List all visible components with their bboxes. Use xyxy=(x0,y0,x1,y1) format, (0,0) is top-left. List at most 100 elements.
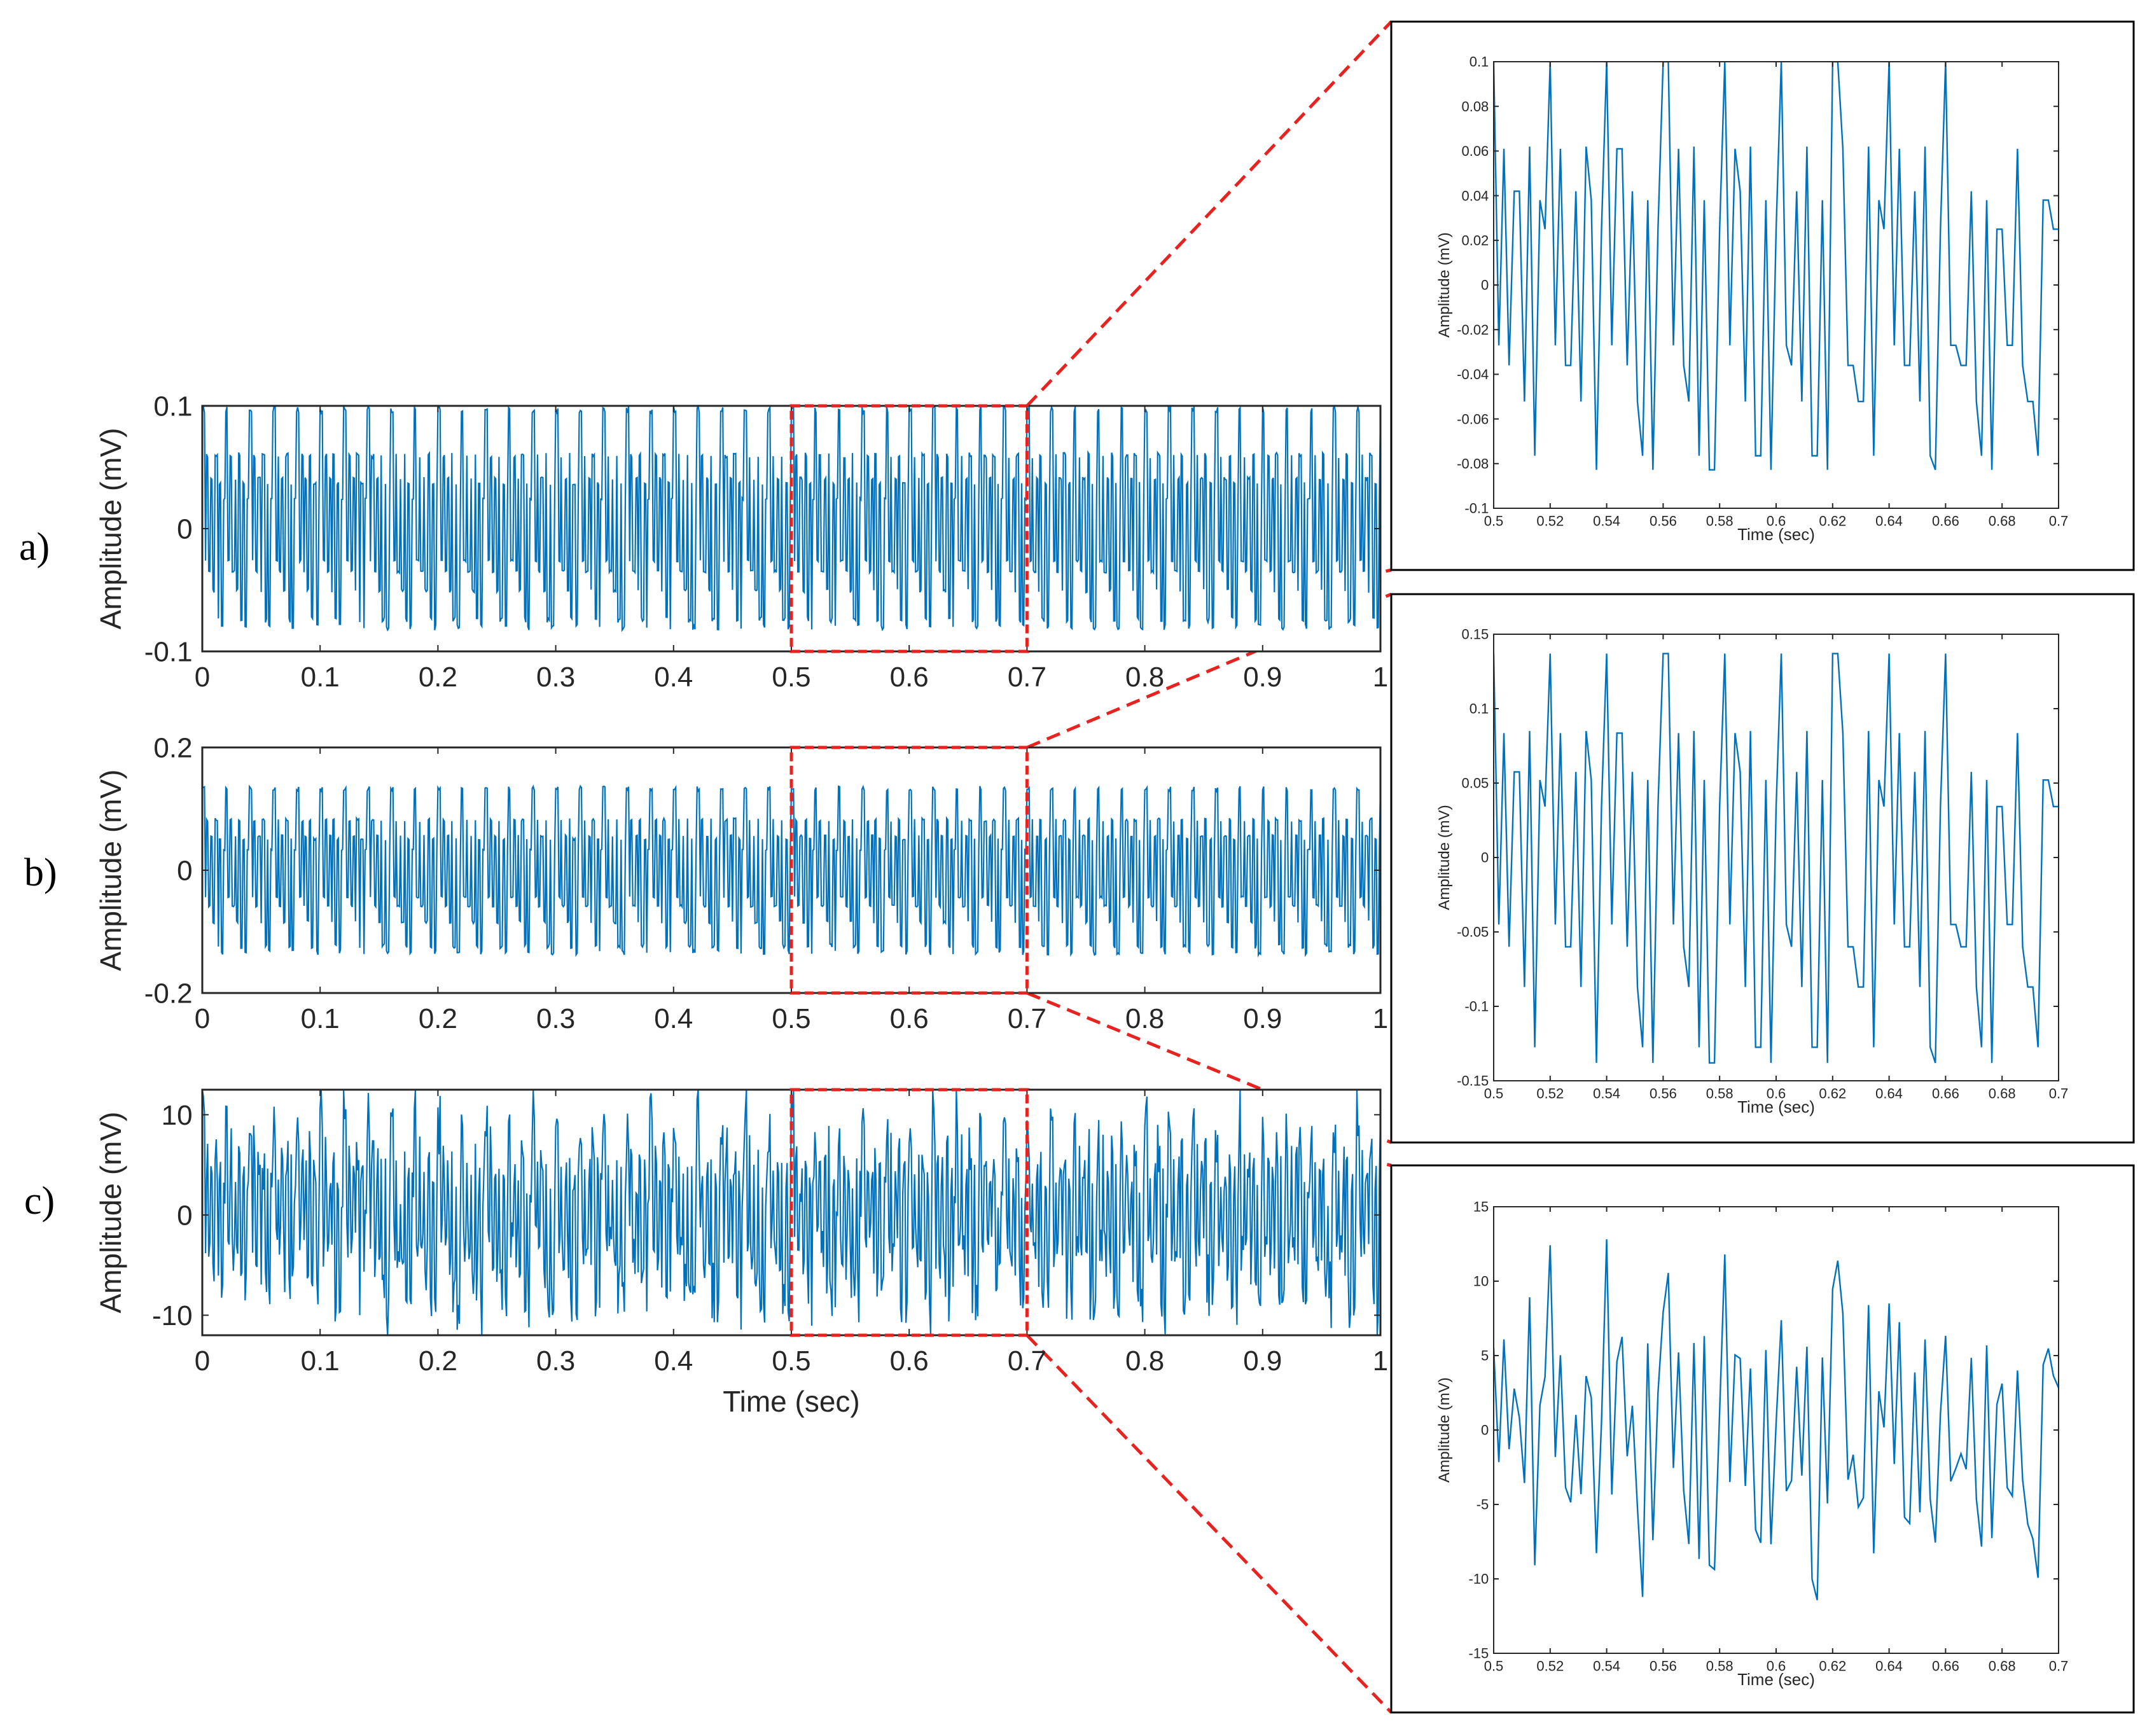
chart-a-main: 0 0.1 0.2 0.3 0.4 0.5 0.6 0.7 0.8 0.9 1-0.100.1Amp… xyxy=(94,391,1388,693)
chart-b-main: 0 0.1 0.2 0.3 0.4 0.5 0.6 0.7 0.8 0.9 1-0.200.2Amp… xyxy=(94,732,1388,1034)
y-tick-label: -0.1 xyxy=(1464,501,1489,517)
x-tick-label: 0.7 xyxy=(1008,662,1046,693)
x-tick-label: 0.8 xyxy=(1125,1345,1164,1377)
x-tick-label: 0.5 xyxy=(1484,1658,1504,1674)
x-axis-label: Time (sec) xyxy=(1737,1097,1815,1116)
y-tick-label: -0.06 xyxy=(1457,411,1489,427)
x-tick-label: 0.5 xyxy=(772,1345,810,1377)
y-tick-label: -0.05 xyxy=(1457,924,1489,940)
y-tick-label: 15 xyxy=(1473,1199,1489,1215)
x-tick-label: 0.52 xyxy=(1536,1086,1564,1102)
y-tick-label: -10 xyxy=(1469,1571,1489,1587)
signal-trace xyxy=(1494,62,2059,471)
x-tick-label: 0.68 xyxy=(1989,513,2016,529)
y-tick-label: 0.1 xyxy=(1470,54,1489,70)
x-tick-label: 1 xyxy=(1373,662,1388,693)
x-tick-label: 0.62 xyxy=(1819,1086,1846,1102)
x-tick-label: 1 xyxy=(1373,1345,1388,1377)
x-tick-label: 0.8 xyxy=(1125,662,1164,693)
x-tick-label: 0.6 xyxy=(1767,1658,1786,1674)
y-tick-label: -0.1 xyxy=(1464,999,1489,1015)
y-tick-label: 0 xyxy=(1481,850,1489,866)
signal-trace xyxy=(202,784,1380,958)
y-tick-label: 0.04 xyxy=(1461,188,1489,204)
x-tick-label: 0.64 xyxy=(1875,513,1903,529)
x-tick-label: 1 xyxy=(1373,1003,1388,1034)
y-axis-label: Amplitude (mV) xyxy=(1436,805,1453,910)
x-tick-label: 0.6 xyxy=(890,662,929,693)
x-axis-label: Time (sec) xyxy=(1737,525,1815,544)
x-tick-label: 0.52 xyxy=(1536,1658,1564,1674)
x-tick-label: 0.58 xyxy=(1706,513,1734,529)
x-tick-label: 0.8 xyxy=(1125,1003,1164,1034)
x-tick-label: 0 xyxy=(195,662,210,693)
x-tick-label: 0.7 xyxy=(2049,1658,2069,1674)
x-tick-label: 0 xyxy=(195,1345,210,1377)
y-tick-label: 0.1 xyxy=(153,391,192,422)
x-tick-label: 0.2 xyxy=(419,1003,457,1034)
x-tick-label: 0.64 xyxy=(1875,1086,1903,1102)
x-tick-label: 0.58 xyxy=(1706,1086,1734,1102)
x-tick-label: 0.62 xyxy=(1819,513,1846,529)
y-axis-label: Amplitude (mV) xyxy=(1436,232,1453,337)
y-tick-label: -0.02 xyxy=(1457,322,1489,338)
x-tick-label: 0.2 xyxy=(419,1345,457,1377)
y-tick-label: -0.04 xyxy=(1457,366,1489,382)
y-tick-label: 0.06 xyxy=(1461,143,1489,159)
y-tick-label: -0.08 xyxy=(1457,456,1489,472)
x-tick-label: 0.4 xyxy=(654,662,693,693)
x-tick-label: 0.5 xyxy=(772,662,810,693)
panel-label-b: b) xyxy=(24,851,57,894)
y-tick-label: -15 xyxy=(1469,1646,1489,1662)
y-tick-label: 10 xyxy=(1473,1274,1489,1289)
y-tick-label: 5 xyxy=(1481,1348,1489,1364)
y-tick-label: -10 xyxy=(152,1300,193,1331)
y-axis-label: Amplitude (mV) xyxy=(1436,1377,1453,1482)
plot-area xyxy=(1494,634,2059,1081)
x-axis-label: Time (sec) xyxy=(723,1385,860,1418)
x-tick-label: 0.1 xyxy=(301,1003,340,1034)
y-tick-label: -0.2 xyxy=(144,978,193,1009)
y-tick-label: 0.15 xyxy=(1461,627,1489,642)
y-axis-label: Amplitude (mV) xyxy=(94,770,127,971)
x-tick-label: 0.68 xyxy=(1989,1086,2016,1102)
x-tick-label: 0.56 xyxy=(1650,513,1677,529)
zoom-connector-line xyxy=(1025,1334,1393,1714)
x-tick-label: 0.2 xyxy=(419,662,457,693)
x-tick-label: 0.6 xyxy=(890,1345,929,1377)
y-tick-label: -0.1 xyxy=(144,636,193,667)
chart-b-zoom: 0.5 0.52 0.54 0.56 0.58 0.6 0.62 0.64 0.66 0.68 0.… xyxy=(1390,593,2135,1144)
y-tick-label: 0 xyxy=(177,513,192,545)
zoom-connector-line xyxy=(1025,20,1393,407)
y-tick-label: 0 xyxy=(177,1200,192,1231)
x-tick-label: 0.6 xyxy=(890,1003,929,1034)
x-tick-label: 0.54 xyxy=(1593,1086,1620,1102)
x-tick-label: 0.62 xyxy=(1819,1658,1846,1674)
y-tick-label: 0 xyxy=(1481,277,1489,293)
x-tick-label: 0.66 xyxy=(1932,1086,1959,1102)
panel-label-c: c) xyxy=(24,1179,55,1223)
x-tick-label: 0.7 xyxy=(2049,513,2069,529)
x-tick-label: 0.4 xyxy=(654,1003,693,1034)
x-tick-label: 0.6 xyxy=(1767,513,1786,529)
y-tick-label: 0.05 xyxy=(1461,775,1489,791)
x-tick-label: 0.52 xyxy=(1536,513,1564,529)
chart-panels: 0 0.1 0.2 0.3 0.4 0.5 0.6 0.7 0.8 0.9 1-0.100.1Amp… xyxy=(94,20,2135,1714)
y-axis-label: Amplitude (mV) xyxy=(94,1112,127,1314)
x-tick-label: 0 xyxy=(195,1003,210,1034)
y-axis-label: Amplitude (mV) xyxy=(94,428,127,630)
x-tick-label: 0.6 xyxy=(1767,1086,1786,1102)
x-tick-label: 0.4 xyxy=(654,1345,693,1377)
x-tick-label: 0.64 xyxy=(1875,1658,1903,1674)
x-tick-label: 0.66 xyxy=(1932,513,1959,529)
x-tick-label: 0.1 xyxy=(301,662,340,693)
y-tick-label: 0 xyxy=(177,855,192,886)
chart-a-zoom: 0.5 0.52 0.54 0.56 0.58 0.6 0.62 0.64 0.66 0.68 0.… xyxy=(1390,20,2135,571)
x-tick-label: 0.3 xyxy=(536,1345,575,1377)
x-tick-label: 0.7 xyxy=(2049,1086,2069,1102)
x-tick-label: 0.68 xyxy=(1989,1658,2016,1674)
x-tick-label: 0.9 xyxy=(1243,1003,1282,1034)
y-tick-label: 0.02 xyxy=(1461,233,1489,249)
